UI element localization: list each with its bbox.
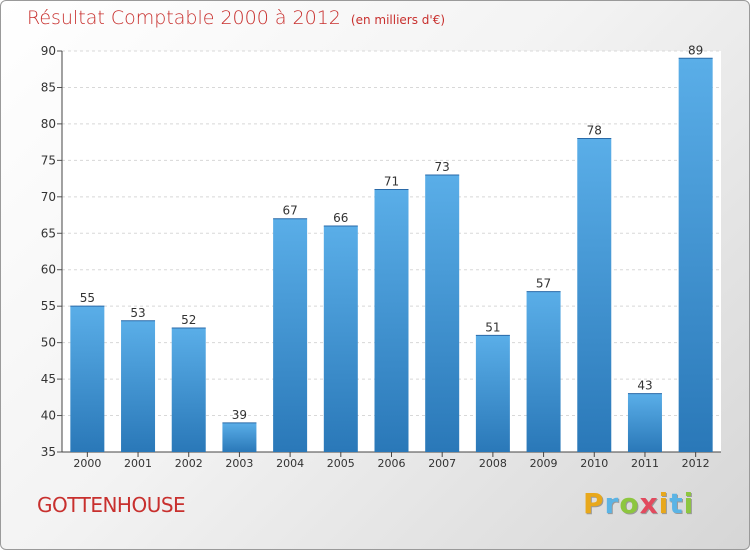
proxiti-logo: Proxiti xyxy=(583,487,694,520)
x-tick-label: 2001 xyxy=(124,457,152,470)
bar-2012 xyxy=(678,58,713,453)
y-tick-label: 65 xyxy=(41,226,56,240)
y-tick-label: 90 xyxy=(41,44,56,58)
bar-value-label: 55 xyxy=(80,291,95,305)
y-tick-label: 80 xyxy=(41,117,56,131)
x-tick-label: 2004 xyxy=(276,457,304,470)
x-tick-label: 2000 xyxy=(73,457,101,470)
bar-value-label: 51 xyxy=(485,320,500,334)
bar-value-label: 67 xyxy=(282,204,297,218)
bar-2003 xyxy=(222,422,257,452)
bar-value-label: 66 xyxy=(333,211,348,225)
bar-value-label: 43 xyxy=(637,379,652,393)
bar-2006 xyxy=(374,189,409,452)
bar-value-label: 78 xyxy=(587,123,602,137)
x-tick-label: 2003 xyxy=(225,457,253,470)
y-tick-label: 85 xyxy=(41,80,56,94)
city-name: GOTTENHOUSE xyxy=(37,493,186,517)
bar-2001 xyxy=(121,320,156,452)
x-tick-label: 2012 xyxy=(682,457,710,470)
y-tick-label: 35 xyxy=(41,445,56,459)
x-tick-label: 2008 xyxy=(479,457,507,470)
bar-2008 xyxy=(475,335,510,452)
bar-2005 xyxy=(323,225,358,452)
chart-title: Résultat Comptable 2000 à 2012 (en millie… xyxy=(27,7,445,29)
y-tick-label: 40 xyxy=(41,409,56,423)
logo-letter: x xyxy=(639,487,659,520)
bar-value-label: 57 xyxy=(536,277,551,291)
bar-value-label: 39 xyxy=(232,408,247,422)
bar-2004 xyxy=(273,218,308,452)
logo-letter: i xyxy=(658,487,670,520)
logo-letter: o xyxy=(619,487,640,520)
logo-letter: t xyxy=(669,487,684,520)
bar-value-label: 71 xyxy=(384,175,399,189)
x-tick-label: 2007 xyxy=(428,457,456,470)
bar-2009 xyxy=(526,291,561,452)
y-tick-label: 75 xyxy=(41,153,56,167)
bar-2011 xyxy=(627,393,662,452)
x-tick-label: 2006 xyxy=(378,457,406,470)
y-tick-label: 50 xyxy=(41,336,56,350)
x-tick-label: 2005 xyxy=(327,457,355,470)
y-tick-label: 70 xyxy=(41,190,56,204)
bar-value-label: 52 xyxy=(181,313,196,327)
bar-2002 xyxy=(171,328,206,452)
x-tick-label: 2011 xyxy=(631,457,659,470)
y-tick-label: 55 xyxy=(41,299,56,313)
y-tick-label: 45 xyxy=(41,372,56,386)
bar-2000 xyxy=(70,306,105,452)
bar-value-label: 73 xyxy=(435,160,450,174)
logo-letter: P xyxy=(583,487,605,520)
y-tick-label: 60 xyxy=(41,263,56,277)
bar-value-label: 53 xyxy=(130,306,145,320)
x-tick-label: 2009 xyxy=(530,457,558,470)
x-tick-label: 2002 xyxy=(175,457,203,470)
logo-letter: r xyxy=(604,487,620,520)
bar-value-label: 89 xyxy=(688,43,703,57)
logo-letter: i xyxy=(683,487,695,520)
bar-2007 xyxy=(425,174,460,453)
x-tick-label: 2010 xyxy=(580,457,608,470)
bar-2010 xyxy=(577,138,612,452)
chart-unit-label: (en milliers d'€) xyxy=(350,13,446,27)
chart-title-text: Résultat Comptable 2000 à 2012 xyxy=(27,7,341,29)
